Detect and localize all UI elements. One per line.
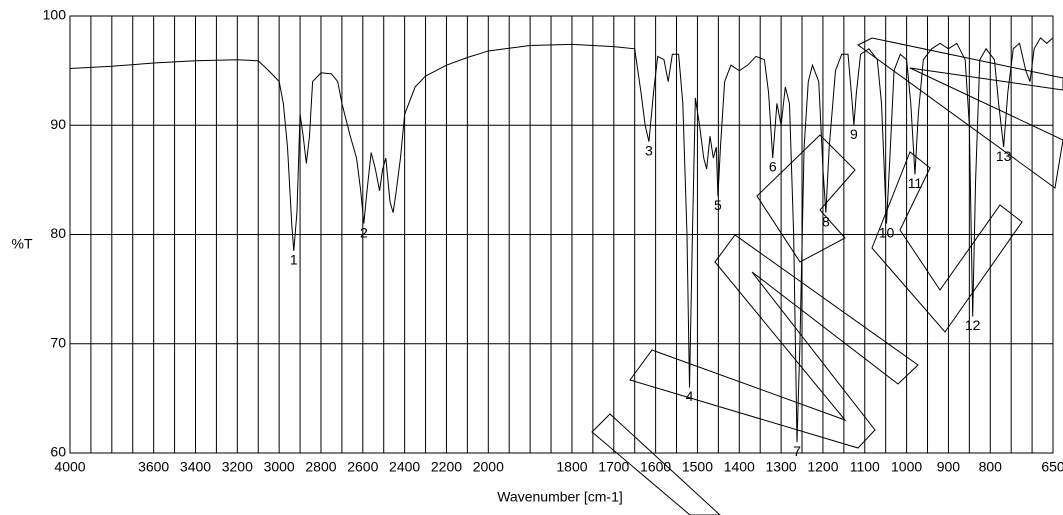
y-tick-label: 70 xyxy=(50,334,66,350)
watermark xyxy=(591,37,1063,515)
x-tick-label: 1600 xyxy=(640,459,671,475)
watermark-shape xyxy=(857,37,1063,189)
watermark-shape xyxy=(591,413,721,515)
y-tick-label: 90 xyxy=(50,116,66,132)
x-tick-label: 2000 xyxy=(473,459,504,475)
spectrum-line xyxy=(69,37,1054,443)
peak-label: 8 xyxy=(822,213,830,229)
x-tick-label: 1800 xyxy=(556,459,587,475)
peak-label: 10 xyxy=(879,224,895,240)
peak-label: 9 xyxy=(850,126,858,142)
x-tick-label: 1500 xyxy=(682,459,713,475)
x-tick-label: 1300 xyxy=(766,459,797,475)
x-tick-label: 2600 xyxy=(347,459,378,475)
x-tick-label: 1100 xyxy=(850,459,880,475)
x-tick-label: 1400 xyxy=(724,459,755,475)
peak-label: 11 xyxy=(908,175,923,191)
x-tick-label: 1200 xyxy=(807,459,838,475)
peak-label: 2 xyxy=(360,224,368,240)
watermark-shape xyxy=(871,151,1023,333)
x-axis-title: Wavenumber [cm-1] xyxy=(497,489,623,505)
y-axis-title: %T xyxy=(12,236,33,252)
x-tick-label: 1000 xyxy=(891,459,922,475)
x-tick-label: 1700 xyxy=(598,459,629,475)
x-tick-label: 650 xyxy=(1041,459,1063,475)
x-tick-label: 2800 xyxy=(305,459,336,475)
peak-label: 4 xyxy=(686,388,694,404)
x-tick-label: 2200 xyxy=(431,459,462,475)
peak-label: 1 xyxy=(290,252,298,268)
watermark-shape xyxy=(756,134,856,263)
x-tick-label: 800 xyxy=(979,459,1003,475)
x-tick-label: 3600 xyxy=(138,459,169,475)
peak-label: 3 xyxy=(645,142,653,158)
peak-label: 7 xyxy=(793,443,801,459)
x-tick-label: 2400 xyxy=(389,459,420,475)
x-tick-label: 3400 xyxy=(180,459,211,475)
x-tick-label: 900 xyxy=(937,459,961,475)
peak-label: 6 xyxy=(769,159,777,175)
y-tick-label: 80 xyxy=(50,225,66,241)
x-tick-label: 3000 xyxy=(264,459,295,475)
y-tick-label: 60 xyxy=(50,444,66,460)
y-tick-label: 100 xyxy=(43,7,67,23)
peak-label: 13 xyxy=(996,148,1012,164)
x-tick-label: 3200 xyxy=(222,459,253,475)
peak-label: 12 xyxy=(965,317,981,333)
watermark-shape xyxy=(629,234,919,449)
peak-label: 5 xyxy=(714,197,722,213)
x-tick-label: 4000 xyxy=(54,459,85,475)
